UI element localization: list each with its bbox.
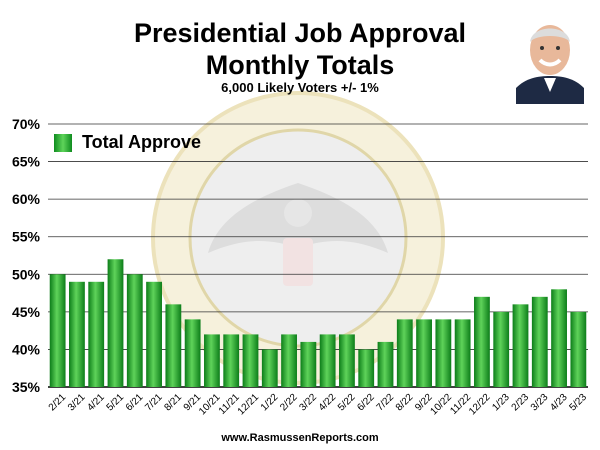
bar-3-23: [531, 296, 548, 387]
legend-label: Total Approve: [82, 132, 202, 152]
chart-subtitle: 6,000 Likely Voters +/- 1%: [221, 80, 379, 95]
bar-7-22: [377, 341, 394, 387]
x-tick-label: 3/23: [529, 392, 551, 414]
bar-12-22: [474, 296, 490, 387]
bar-7-21: [146, 281, 162, 387]
bar-3-22: [300, 341, 317, 387]
y-tick-label: 55%: [12, 229, 41, 245]
x-tick-label: 2/21: [47, 392, 69, 414]
bar-6-21: [126, 274, 143, 387]
bar-8-21: [165, 304, 182, 387]
bar-2-22: [281, 334, 297, 387]
y-tick-label: 45%: [12, 304, 41, 320]
x-tick-label: 4/23: [548, 392, 570, 414]
president-portrait: [516, 16, 584, 104]
presidential-seal-watermark: [151, 91, 445, 385]
bar-10-22: [435, 319, 452, 387]
x-tick-label: 8/21: [162, 392, 184, 414]
x-tick-label: 4/21: [85, 392, 107, 414]
x-tick-label: 6/21: [124, 392, 146, 414]
x-tick-label: 6/22: [355, 392, 377, 414]
x-tick-label: 1/23: [490, 392, 512, 414]
x-tick-label: 7/22: [375, 392, 397, 414]
y-tick-label: 60%: [12, 191, 41, 207]
bar-1-22: [261, 349, 278, 387]
bar-10-21: [204, 334, 220, 387]
bar-11-21: [223, 334, 240, 387]
bar-6-22: [358, 349, 375, 387]
x-tick-label: 2/23: [510, 392, 532, 414]
bar-12-21: [242, 334, 259, 387]
source-footer: www.RasmussenReports.com: [221, 432, 379, 444]
legend: Total Approve: [54, 132, 201, 153]
bar-2-23: [512, 304, 529, 387]
y-tick-label: 50%: [12, 266, 41, 282]
x-tick-label: 12/21: [236, 392, 262, 418]
chart-title-line1: Presidential Job Approval: [133, 18, 467, 48]
x-tick-label: 5/23: [567, 392, 589, 414]
x-tick-label: 12/22: [467, 392, 493, 418]
chart-title-line2: Monthly Totals: [205, 50, 395, 80]
y-tick-label: 35%: [12, 379, 41, 395]
bar-4-23: [551, 289, 567, 387]
bar-5-22: [339, 334, 355, 387]
y-tick-label: 65%: [12, 154, 41, 170]
x-tick-label: 5/22: [336, 392, 358, 414]
bar-8-22: [396, 319, 413, 387]
y-tick-label: 70%: [12, 116, 41, 132]
bars: [49, 259, 587, 387]
y-axis-ticks: 35% 40% 45% 50% 55% 60% 65% 70%: [12, 116, 41, 395]
bar-5-23: [570, 311, 587, 387]
x-tick-label: 3/22: [297, 392, 319, 414]
bar-1-23: [493, 311, 510, 387]
x-tick-label: 8/22: [394, 392, 416, 414]
bar-5-21: [107, 259, 124, 387]
legend-swatch: [54, 133, 72, 152]
bar-11-22: [454, 319, 471, 387]
bar-3-21: [69, 281, 85, 387]
y-tick-label: 40%: [12, 341, 41, 357]
x-tick-label: 3/21: [66, 392, 88, 414]
x-axis-ticks: 2/213/214/215/216/217/218/219/2110/2111/…: [47, 392, 590, 418]
x-tick-label: 4/22: [317, 392, 339, 414]
bar-9-22: [416, 319, 432, 387]
x-tick-label: 7/21: [143, 392, 165, 414]
bar-4-22: [319, 334, 336, 387]
bar-2-21: [49, 274, 66, 387]
x-tick-label: 5/21: [105, 392, 127, 414]
x-tick-label: 10/22: [429, 392, 455, 418]
x-tick-label: 1/22: [259, 392, 281, 414]
x-tick-label: 10/21: [197, 392, 223, 418]
bar-9-21: [184, 319, 201, 387]
bar-4-21: [88, 281, 105, 387]
x-tick-label: 2/22: [278, 392, 300, 414]
